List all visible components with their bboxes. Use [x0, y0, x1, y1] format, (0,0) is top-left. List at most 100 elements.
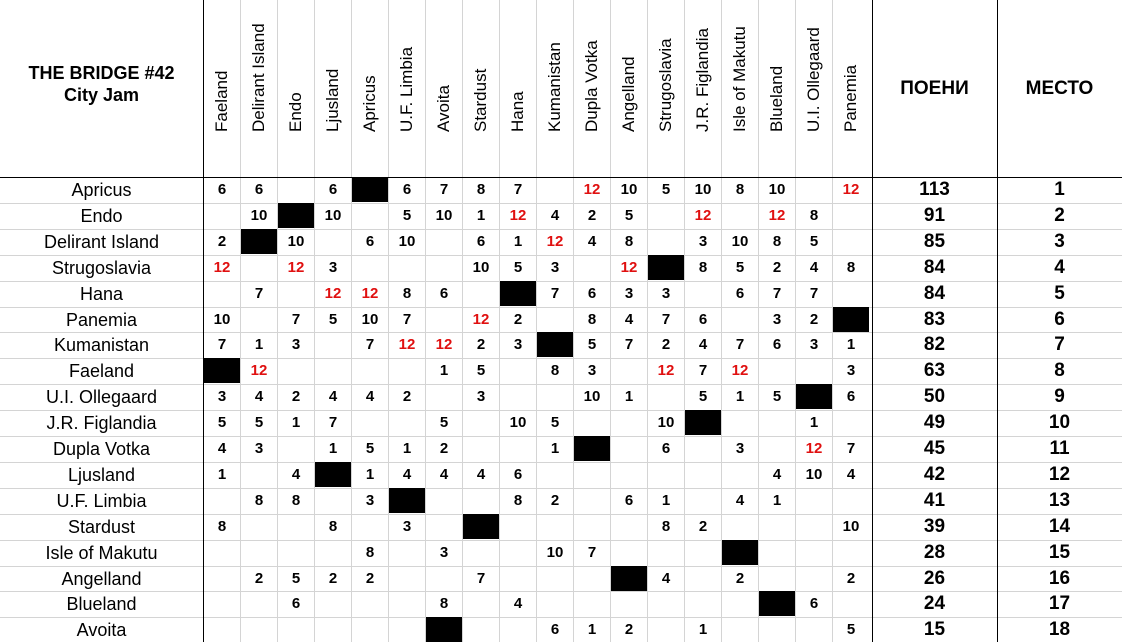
column-header-label: Strugoslavia: [655, 38, 675, 132]
score-cell: [241, 514, 277, 540]
score-cell: 2: [772, 259, 782, 276]
score-cell: 5: [254, 414, 264, 431]
self-vote-blocked-cell: [796, 384, 832, 409]
score-cell: [278, 281, 314, 307]
score-cell: 12: [842, 181, 860, 198]
score-cell: [685, 540, 721, 566]
score-cell: 12: [546, 233, 564, 250]
score-cell: 8: [846, 259, 856, 276]
score-cell: 5: [217, 414, 227, 431]
score-cell: 12: [583, 181, 601, 198]
score-cell: [204, 203, 240, 229]
score-cell: 12: [731, 362, 749, 379]
score-cell: 6: [291, 595, 301, 612]
score-cell: 5: [661, 181, 671, 198]
grid-line: [240, 0, 241, 642]
score-cell: [204, 281, 240, 307]
column-header-label: Avoita: [433, 85, 453, 132]
score-cell: 7: [402, 311, 412, 328]
place-cell: 11: [1049, 438, 1070, 459]
score-cell: [648, 462, 684, 488]
score-cell: 1: [513, 233, 523, 250]
score-cell: 10: [287, 233, 305, 250]
score-cell: [537, 177, 573, 203]
column-header-label: U.I. Ollegaard: [803, 27, 823, 132]
score-cell: 4: [698, 336, 708, 353]
score-cell: 5: [735, 259, 745, 276]
score-cell: [426, 514, 462, 540]
total-points-cell: 82: [923, 334, 946, 355]
total-points-cell: 28: [923, 542, 946, 563]
score-cell: [648, 229, 684, 255]
score-cell: 2: [402, 388, 412, 405]
total-points-cell: 39: [923, 516, 946, 537]
score-cell: 7: [809, 285, 819, 302]
score-cell: 5: [809, 233, 819, 250]
border-line: [872, 0, 873, 642]
column-header-label: Blueland: [766, 65, 786, 132]
place-cell: 15: [1048, 542, 1071, 563]
grid-line: [0, 384, 1122, 385]
score-cell: 12: [472, 311, 490, 328]
score-cell: 3: [476, 388, 486, 405]
score-cell: [389, 617, 425, 643]
score-cell: [500, 384, 536, 410]
score-cell: [315, 358, 351, 384]
score-cell: 2: [254, 570, 264, 587]
place-cell: 13: [1048, 490, 1071, 511]
total-points-cell: 49: [923, 412, 946, 433]
score-cell: 5: [439, 414, 449, 431]
score-cell: 7: [624, 336, 634, 353]
self-vote-blocked-cell: [611, 566, 647, 591]
score-cell: [574, 410, 610, 436]
border-line: [0, 177, 1122, 178]
score-cell: [278, 436, 314, 462]
score-cell: [463, 436, 499, 462]
score-cell: [759, 358, 795, 384]
score-cell: [759, 514, 795, 540]
row-country-label: U.F. Limbia: [56, 491, 147, 511]
score-cell: [315, 488, 351, 514]
score-cell: [833, 410, 869, 436]
grid-line: [758, 0, 759, 642]
score-cell: [611, 358, 647, 384]
score-cell: 6: [846, 388, 856, 405]
score-cell: 6: [550, 621, 560, 638]
score-cell: [796, 514, 832, 540]
score-cell: [796, 540, 832, 566]
score-cell: 4: [365, 388, 375, 405]
score-cell: [241, 591, 277, 617]
total-points-cell: 85: [923, 231, 946, 252]
row-country-label: Angelland: [61, 569, 142, 589]
score-cell: 1: [661, 492, 671, 509]
score-cell: 8: [217, 518, 227, 535]
score-cell: 12: [398, 336, 416, 353]
score-cell: [426, 384, 462, 410]
score-cell: 6: [772, 336, 782, 353]
score-cell: 2: [809, 311, 819, 328]
score-cell: 8: [772, 233, 782, 250]
column-header-label: Hana: [507, 91, 527, 132]
score-cell: 6: [624, 492, 634, 509]
score-cell: 4: [217, 440, 227, 457]
score-cell: 3: [513, 336, 523, 353]
place-header: МЕСТО: [1025, 78, 1094, 99]
score-cell: [537, 591, 573, 617]
score-cell: [685, 488, 721, 514]
self-vote-blocked-cell: [759, 591, 795, 616]
score-cell: [833, 488, 869, 514]
column-header: Endo: [277, 0, 314, 178]
column-header: Ljusland: [314, 0, 351, 178]
score-cell: [315, 591, 351, 617]
score-cell: [722, 410, 758, 436]
place-cell: 12: [1048, 464, 1071, 485]
grid-line: [0, 617, 1122, 618]
score-cell: 6: [476, 233, 486, 250]
column-header: U.I. Ollegaard: [795, 0, 832, 178]
score-cell: 12: [361, 285, 379, 302]
score-cell: 6: [513, 466, 523, 483]
score-cell: [759, 617, 795, 643]
score-cell: 5: [698, 388, 708, 405]
score-cell: 8: [402, 285, 412, 302]
grid-line: [314, 0, 315, 642]
